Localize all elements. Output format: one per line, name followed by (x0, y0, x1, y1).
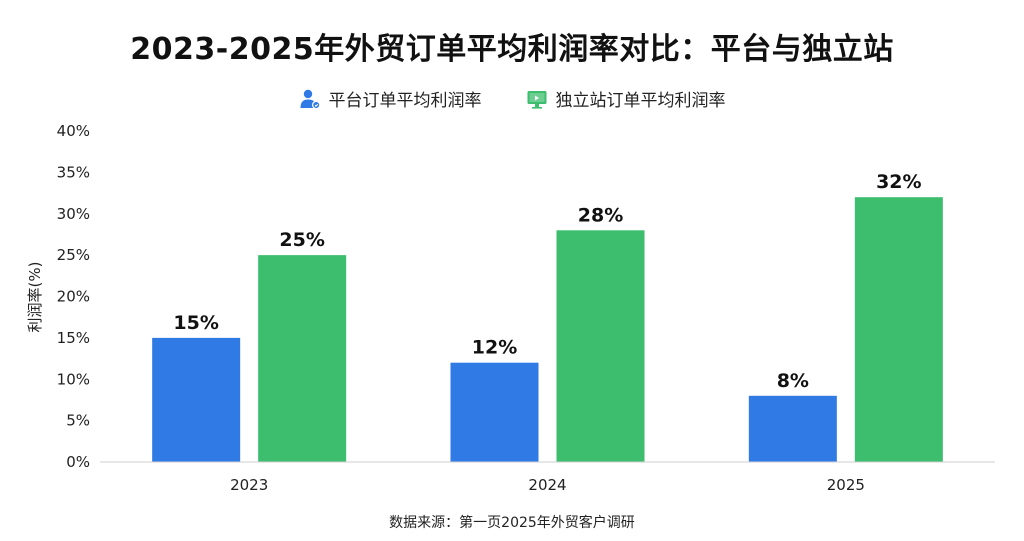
x-tick-label: 2024 (528, 476, 566, 494)
y-axis: 0% 5% 10% 15% 20% 25% 30% 35% 40% (57, 122, 90, 471)
y-tick-label: 0% (66, 453, 90, 471)
bar-independent-2023 (258, 255, 347, 462)
data-label: 12% (472, 337, 517, 359)
y-tick-label: 10% (57, 370, 90, 388)
y-tick-label: 35% (57, 163, 90, 181)
legend-label-platform: 平台订单平均利润率 (328, 91, 482, 111)
legend-item-platform: 平台订单平均利润率 (299, 86, 482, 111)
bar-platform-2025 (748, 395, 837, 462)
data-label: 28% (578, 204, 623, 226)
legend-label-independent: 独立站订单平均利润率 (555, 91, 726, 111)
data-label: 8% (777, 370, 809, 392)
y-tick-label: 25% (57, 246, 90, 264)
x-tick-label: 2025 (827, 476, 865, 494)
y-tick-label: 40% (57, 122, 90, 140)
legend: 平台订单平均利润率 独立站订单平均利润率 (0, 86, 1024, 111)
y-tick-label: 30% (57, 205, 90, 223)
y-tick-label: 5% (66, 412, 90, 430)
bars (152, 197, 943, 462)
y-tick-label: 15% (57, 329, 90, 347)
x-tick-label: 2023 (230, 476, 268, 494)
source-note: 数据来源：第一页2025年外贸客户调研 (389, 515, 635, 531)
data-label: 15% (173, 312, 218, 334)
chart-title: 2023-2025年外贸订单平均利润率对比：平台与独立站 (130, 32, 894, 67)
bar-platform-2023 (152, 337, 241, 462)
bar-platform-2024 (450, 362, 539, 462)
bar-independent-2025 (854, 197, 943, 462)
data-labels: 15% 25% 12% 28% 8% 32% (173, 171, 921, 392)
data-label: 32% (876, 171, 921, 193)
monitor-icon (527, 90, 546, 109)
y-axis-title: 利润率(%) (26, 262, 44, 333)
legend-item-independent: 独立站订单平均利润率 (526, 86, 726, 111)
bar-independent-2024 (556, 230, 645, 462)
y-tick-label: 20% (57, 288, 90, 306)
data-label: 25% (279, 229, 324, 251)
user-icon (300, 89, 320, 109)
x-axis: 2023 2024 2025 (100, 461, 995, 494)
